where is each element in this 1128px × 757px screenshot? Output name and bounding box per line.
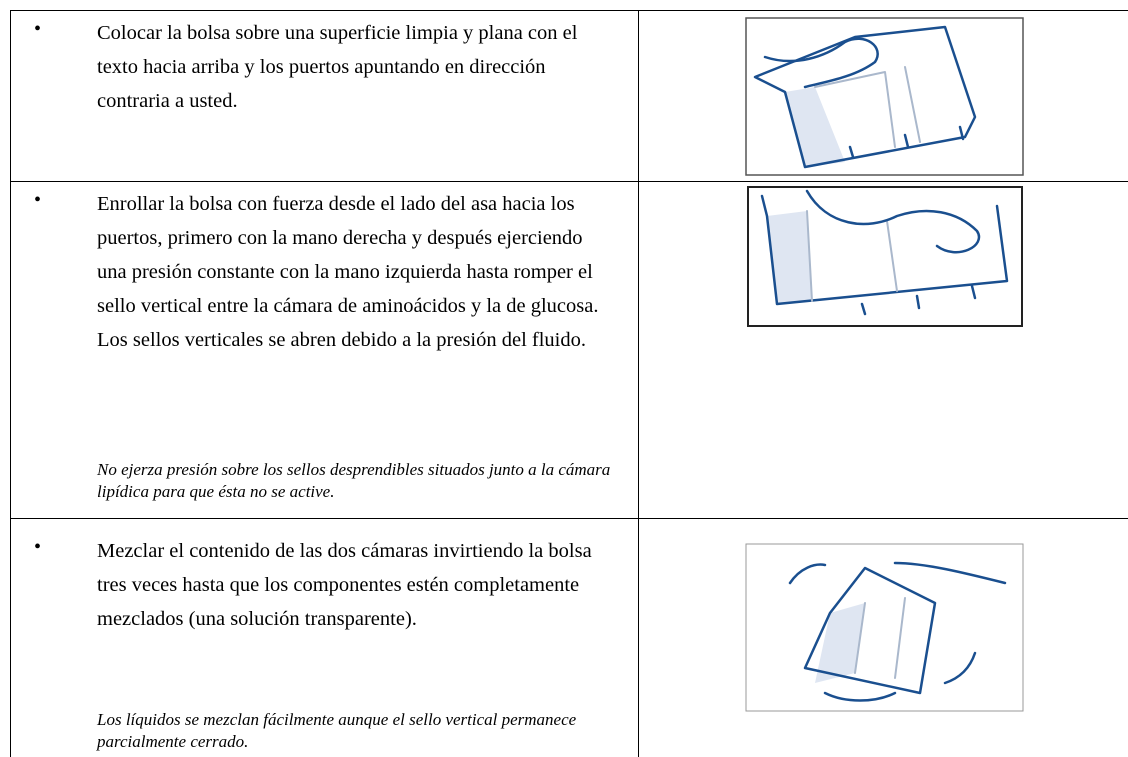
bullet: • [34,18,42,40]
instruction-text: Colocar la bolsa sobre una superficie li… [97,22,578,112]
bullet: • [34,189,42,211]
row-divider [10,518,1128,519]
instruction-text: Mezclar el contenido de las dos cámaras … [97,540,592,630]
instruction-note: Los líquidos se mezclan fácilmente aunqu… [97,710,577,751]
table-border [10,10,1128,11]
row-divider [10,181,1128,182]
table-border [10,10,11,757]
instruction-text: Enrollar la bolsa con fuerza desde el la… [97,193,599,351]
illustration [747,186,1023,327]
illustration [745,17,1024,176]
illustration [745,543,1024,712]
column-divider [638,10,639,757]
instruction-note: No ejerza presión sobre los sellos despr… [97,460,611,501]
bullet: • [34,536,42,558]
